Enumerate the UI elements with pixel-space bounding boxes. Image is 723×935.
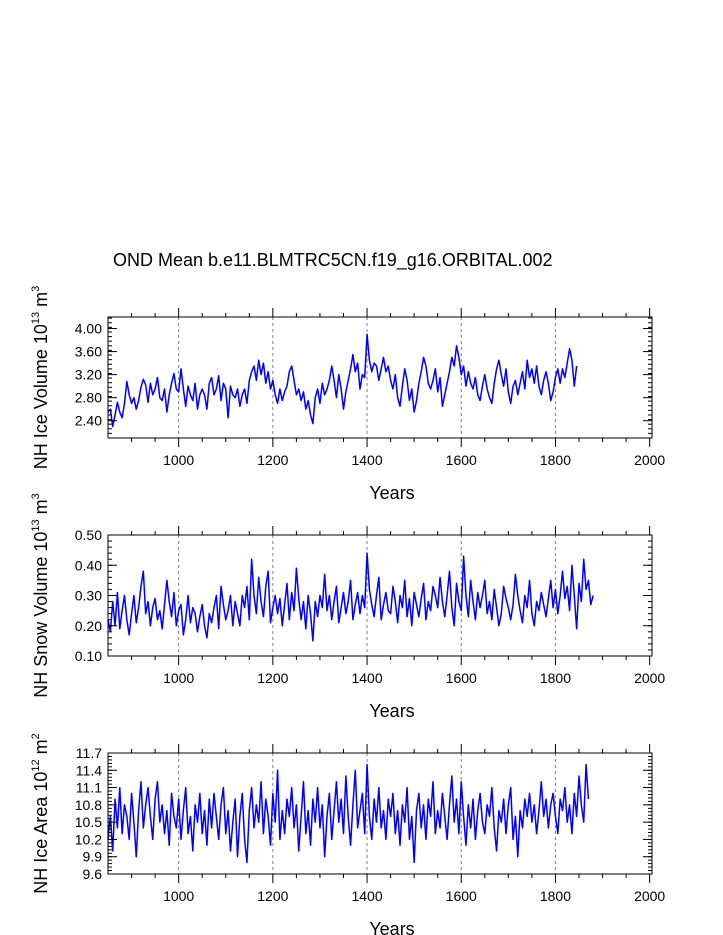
x-tick-label: 1200: [257, 670, 288, 686]
y-tick-label: 10.2: [75, 831, 102, 847]
y-tick-label: 11.1: [76, 780, 102, 796]
data-series-line: [107, 552, 594, 642]
x-tick-label: 1600: [446, 452, 477, 468]
x-tick-label: 1800: [540, 452, 571, 468]
x-axis-label: Years: [369, 483, 414, 503]
x-tick-label: 1000: [163, 888, 194, 904]
x-tick-label: 1400: [351, 670, 382, 686]
x-tick-label: 2000: [634, 888, 665, 904]
data-series-line: [107, 333, 578, 428]
y-tick-label: 9.9: [83, 849, 103, 865]
x-tick-label: 2000: [634, 452, 665, 468]
chart-title: OND Mean b.e11.BLMTRC5CN.f19_g16.ORBITAL…: [113, 250, 553, 271]
x-axis-label: Years: [369, 919, 414, 935]
y-tick-label: 0.50: [75, 527, 102, 543]
x-tick-label: 1600: [446, 888, 477, 904]
y-tick-label: 10.8: [75, 797, 102, 813]
y-axis-label-text: NH Ice Area 10: [31, 772, 51, 894]
x-tick-label: 1000: [163, 670, 194, 686]
y-tick-label: 2.80: [75, 390, 102, 406]
y-axis-label-unit: m: [31, 499, 51, 519]
y-tick-label: 4.00: [75, 321, 102, 337]
x-tick-label: 1400: [351, 888, 382, 904]
y-axis-label-unit-exponent: 3: [30, 493, 42, 499]
y-axis-label-exponent: 13: [30, 519, 42, 531]
y-tick-label: 3.20: [75, 367, 102, 383]
x-tick-label: 1000: [163, 452, 194, 468]
y-tick-label: 0.30: [75, 588, 102, 604]
y-axis-label-unit: m: [31, 739, 51, 759]
y-tick-label: 0.10: [75, 648, 102, 664]
plot-frame: [107, 752, 653, 875]
x-tick-label: 1600: [446, 670, 477, 686]
plot-frame: [107, 316, 653, 439]
y-axis-label-unit-exponent: 3: [30, 286, 42, 292]
y-axis-label-exponent: 13: [30, 312, 42, 324]
y-tick-label: 0.20: [75, 618, 102, 634]
data-series-line: [107, 763, 590, 864]
x-tick-label: 1800: [540, 888, 571, 904]
x-tick-label: 2000: [634, 670, 665, 686]
y-tick-label: 10.5: [75, 814, 102, 830]
chart-panel-2: 1000 1200 1400 1600 1800 2000 0.10 0.20 0.30 0.40…: [30, 493, 665, 721]
y-tick-label: 2.40: [75, 413, 102, 429]
y-axis-label-text: NH Ice Volume 10: [31, 324, 51, 469]
y-axis-label-unit: m: [31, 292, 51, 312]
x-tick-label: 1200: [257, 452, 288, 468]
y-axis-label-exponent: 12: [30, 759, 42, 771]
y-tick-label: 3.60: [75, 344, 102, 360]
y-tick-label: 0.40: [75, 557, 102, 573]
y-axis-label: NH Snow Volume 1013 m3: [30, 493, 51, 697]
y-axis-label: NH Ice Volume 1013 m3: [30, 286, 51, 469]
chart-panel-1: 1000 1200 1400 1600 1800 2000 2.40 2.80 3.20 3.60…: [30, 286, 665, 503]
x-axis-label: Years: [369, 701, 414, 721]
chart-panel-3: 1000 1200 1400 1600 1800 2000 9.69.9 10.210.510…: [30, 733, 665, 935]
x-tick-label: 1800: [540, 670, 571, 686]
y-axis-label: NH Ice Area 1012 m2: [30, 733, 51, 893]
y-axis-label-text: NH Snow Volume 10: [31, 532, 51, 698]
x-tick-label: 1200: [257, 888, 288, 904]
y-axis-label-unit-exponent: 2: [30, 733, 42, 739]
y-tick-label: 11.4: [76, 762, 102, 778]
y-tick-label: 11.7: [76, 745, 102, 761]
y-tick-label: 9.6: [83, 866, 103, 882]
x-tick-label: 1400: [351, 452, 382, 468]
